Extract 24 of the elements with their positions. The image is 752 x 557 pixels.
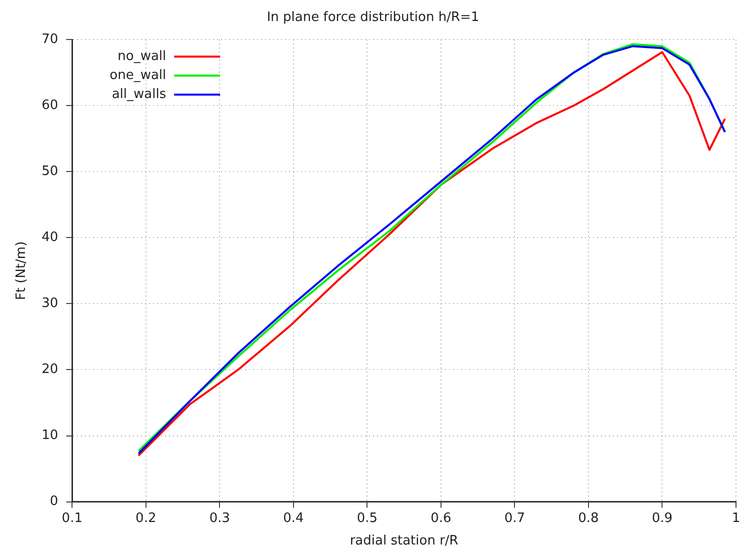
chart-title: In plane force distribution h/R=1	[266, 10, 480, 26]
x-tick-label: 0.7	[504, 510, 526, 526]
y-axis-title: Ft (Nt/m)	[14, 241, 30, 300]
x-tick-label: 0.4	[283, 510, 304, 526]
x-tick-label: 0.3	[209, 510, 230, 526]
x-tick-label: 0.5	[356, 510, 378, 526]
legend-label: no_wall	[118, 48, 166, 64]
x-tick-label: 1	[732, 510, 740, 526]
x-tick-label: 0.1	[62, 510, 82, 526]
x-tick-label: 0.8	[578, 510, 599, 526]
x-axis-title: radial station r/R	[350, 534, 458, 549]
legend-label: one_wall	[110, 68, 166, 83]
legend-label: all_walls	[112, 86, 166, 102]
y-tick-label: 0	[50, 494, 58, 510]
y-tick-label: 30	[42, 296, 58, 312]
x-tick-label: 0.6	[430, 510, 452, 526]
y-tick-label: 50	[42, 164, 58, 180]
y-tick-label: 60	[42, 98, 58, 114]
x-tick-label: 0.9	[652, 510, 673, 526]
y-tick-label: 20	[42, 362, 58, 378]
y-tick-label: 10	[42, 428, 58, 444]
y-tick-label: 70	[42, 32, 58, 47]
x-tick-label: 0.2	[136, 510, 156, 526]
y-tick-label: 40	[42, 230, 58, 246]
